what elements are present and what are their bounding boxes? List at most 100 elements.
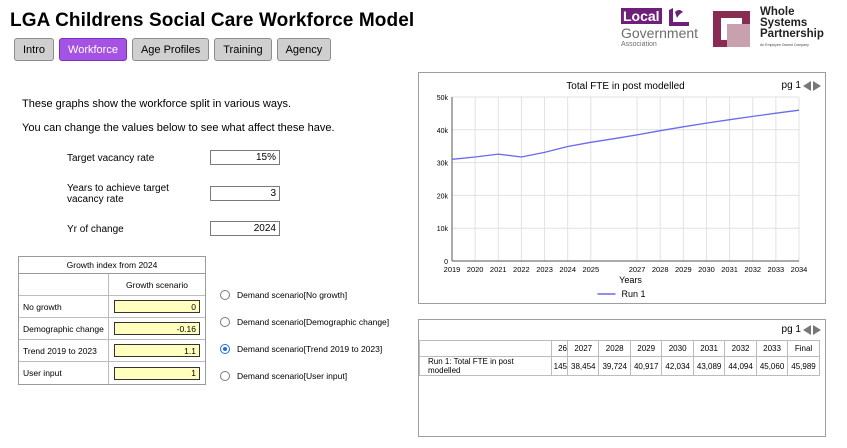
table-row-label: Run 1: Total FTE in post modelled	[419, 356, 552, 376]
table-pager: pg 1	[782, 324, 821, 335]
growth-table-header-row: Growth scenario	[19, 274, 205, 296]
yr-of-change-label: Yr of change	[67, 224, 124, 235]
table-row: Run 1: Total FTE in post modelled 145 38…	[419, 356, 820, 376]
lga-logo-association: Association	[621, 41, 657, 48]
lga-logo-local: Local	[621, 8, 662, 24]
intro-line-2: You can change the values below to see w…	[22, 122, 335, 134]
x-tick-label: 2024	[559, 265, 576, 274]
growth-value-input[interactable]	[114, 366, 200, 380]
table-cell: 39,724	[598, 356, 631, 376]
x-tick-label: 2033	[768, 265, 785, 274]
table-header-cell: 2030	[661, 340, 694, 357]
wsp-logo-words: Whole Systems Partnership An Employee Ow…	[760, 6, 824, 51]
table-header-row: 26 2027 2028 2029 2030 2031 2032 2033 Fi…	[419, 340, 820, 357]
growth-table-corner	[19, 274, 109, 295]
table-row: No growth	[19, 296, 205, 318]
scenario-radio-demographic[interactable]: Demand scenario[Demographic change]	[220, 317, 389, 327]
x-tick-label: 2021	[490, 265, 507, 274]
tab-workforce[interactable]: Workforce	[59, 38, 127, 61]
scenario-label: Demand scenario[Demographic change]	[237, 317, 390, 327]
table-cell: 43,089	[692, 356, 726, 376]
x-tick-label: 2022	[513, 265, 530, 274]
table-row: Trend 2019 to 2023	[19, 340, 205, 362]
tab-agency[interactable]: Agency	[276, 38, 332, 61]
y-tick-label: 0	[444, 259, 448, 266]
next-page-icon[interactable]	[813, 80, 821, 91]
prev-page-icon[interactable]	[803, 80, 811, 91]
years-to-target-label-line2: vacancy rate	[67, 194, 124, 205]
years-to-target-label-line1: Years to achieve target	[67, 183, 169, 194]
scenario-label: Demand scenario[User input]	[237, 371, 348, 381]
next-page-icon[interactable]	[813, 324, 821, 335]
table-header-cell: 26	[551, 340, 568, 357]
table-header-cell: 2032	[724, 340, 757, 357]
table-header-cell: 2029	[629, 340, 663, 357]
table-cell: 145	[551, 356, 568, 376]
y-tick-label: 10k	[437, 226, 449, 233]
target-vacancy-input[interactable]	[210, 150, 280, 165]
scenario-radio-user-input[interactable]: Demand scenario[User input]	[220, 371, 347, 381]
table-row: Demographic change	[19, 318, 205, 340]
x-tick-label: 2027	[629, 265, 646, 274]
x-tick-label: 2030	[698, 265, 715, 274]
chart-title: Total FTE in post modelled	[566, 81, 684, 92]
radio-button-selected[interactable]	[220, 344, 230, 354]
growth-value-input[interactable]	[114, 300, 200, 313]
growth-row-label: Trend 2019 to 2023	[19, 340, 109, 361]
yr-of-change-input[interactable]	[210, 221, 280, 236]
wsp-logo-whole: Whole	[760, 6, 795, 18]
intro-line-1: These graphs show the workforce split in…	[22, 98, 292, 110]
table-cell: 45,060	[755, 356, 789, 376]
prev-page-icon[interactable]	[803, 324, 811, 335]
radio-button[interactable]	[220, 371, 230, 381]
tab-intro[interactable]: Intro	[14, 38, 55, 61]
growth-row-label: Demographic change	[19, 318, 109, 339]
lga-logo: Local Government Association	[621, 8, 703, 52]
x-tick-label: 2019	[444, 265, 461, 274]
fte-line-chart: Total FTE in post modelled 0 10k 20k 30k 40k 5…	[437, 81, 808, 299]
lga-logo-government: Government	[621, 25, 699, 41]
growth-row-label: No growth	[19, 296, 109, 317]
scenario-radio-no-growth[interactable]: Demand scenario[No growth]	[220, 290, 347, 300]
table-page-label: pg 1	[781, 324, 801, 335]
y-tick-label: 40k	[437, 128, 449, 135]
y-tick-label: 20k	[437, 193, 449, 200]
x-tick-label: 2029	[675, 265, 692, 274]
chart-page-label: pg 1	[781, 80, 801, 91]
table-row: User input	[19, 362, 205, 384]
y-tick-label: 50k	[437, 95, 449, 102]
table-cell: 45,989	[787, 356, 820, 376]
table-header-cell: 2028	[598, 340, 631, 357]
x-tick-label: 2028	[652, 265, 669, 274]
x-tick-label: 2032	[744, 265, 761, 274]
fte-chart-panel: pg 1 Total FTE in post modelled 0 10k 20k 30…	[418, 72, 826, 304]
radio-button[interactable]	[220, 290, 230, 300]
scenario-radio-trend[interactable]: Demand scenario[Trend 2019 to 2023]	[220, 344, 382, 354]
growth-table-title: Growth index from 2024	[19, 257, 205, 274]
growth-value-input[interactable]	[114, 344, 200, 357]
tab-bar: Intro Workforce Age Profiles Training Ag…	[14, 38, 332, 61]
wsp-logo-systems: Systems	[760, 17, 808, 29]
target-vacancy-label: Target vacancy rate	[67, 153, 155, 164]
wsp-logo-partnership: Partnership	[760, 28, 824, 40]
legend-label: Run 1	[622, 289, 646, 299]
scenario-label: Demand scenario[Trend 2019 to 2023]	[237, 344, 383, 354]
x-tick-label: 2034	[791, 265, 808, 274]
tab-age-profiles[interactable]: Age Profiles	[131, 38, 210, 61]
years-to-target-label: Years to achieve target vacancy rate	[67, 183, 169, 205]
wsp-logo: Whole Systems Partnership An Employee Ow…	[713, 6, 833, 51]
tab-training[interactable]: Training	[214, 38, 272, 61]
lga-flag-icon	[669, 8, 689, 26]
growth-value-input[interactable]	[114, 322, 200, 335]
growth-table-column-header: Growth scenario	[126, 279, 188, 290]
table-cell: 40,917	[629, 356, 663, 376]
table-header-cell: 2031	[692, 340, 726, 357]
table-cell: 38,454	[566, 356, 600, 376]
x-tick-label: 2020	[467, 265, 484, 274]
x-axis-label: Years	[619, 275, 642, 285]
years-to-target-input[interactable]	[210, 186, 280, 201]
wsp-logo-tagline: An Employee Owned Company	[760, 43, 809, 47]
radio-button[interactable]	[220, 317, 230, 327]
app-title: LGA Childrens Social Care Workforce Mode…	[10, 10, 415, 31]
y-tick-label: 30k	[437, 161, 449, 168]
